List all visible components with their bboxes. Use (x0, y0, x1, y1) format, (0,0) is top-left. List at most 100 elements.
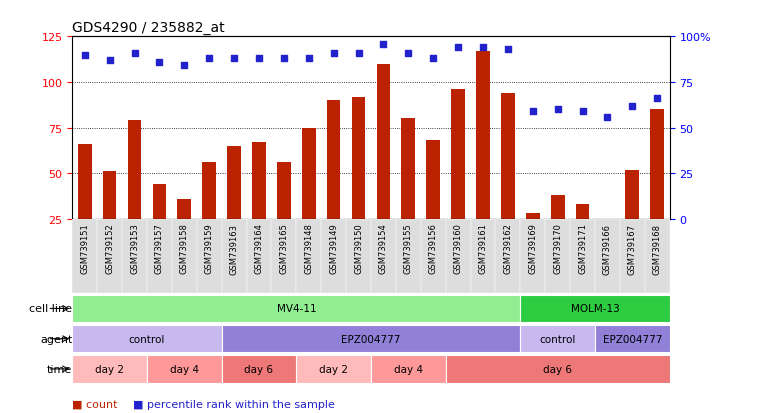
Point (601, 114, 613, 121)
Text: GSM739154: GSM739154 (379, 223, 388, 274)
Text: time: time (47, 364, 72, 374)
Point (377, 41, 390, 48)
Bar (272, 219, 296, 294)
Bar (521, 219, 545, 294)
Bar (576, 205, 590, 219)
Text: GSM739161: GSM739161 (479, 223, 488, 274)
Bar (177, 199, 191, 219)
Bar (371, 356, 446, 382)
Bar (371, 219, 396, 294)
Bar (346, 219, 371, 294)
Bar (321, 219, 346, 294)
Text: GSM739152: GSM739152 (105, 223, 114, 274)
Text: day 6: day 6 (244, 364, 273, 374)
Bar (476, 52, 490, 219)
Bar (521, 325, 595, 352)
Bar (247, 219, 272, 294)
Bar (446, 219, 470, 294)
Text: cell line: cell line (29, 304, 72, 314)
Text: GSM739153: GSM739153 (130, 223, 139, 274)
Bar (128, 121, 142, 219)
Point (278, 56, 290, 62)
Text: GSM739148: GSM739148 (304, 223, 314, 274)
Bar (221, 219, 247, 294)
Text: GSM739167: GSM739167 (628, 223, 637, 274)
Text: GDS4290 / 235882_at: GDS4290 / 235882_at (72, 21, 225, 35)
Bar (197, 219, 221, 294)
Bar (600, 219, 614, 225)
Text: EPZ004777: EPZ004777 (603, 334, 662, 344)
Text: GSM739158: GSM739158 (180, 223, 189, 274)
Text: day 6: day 6 (543, 364, 572, 374)
Point (651, 96, 664, 102)
Point (626, 103, 638, 110)
Bar (252, 143, 266, 219)
Bar (545, 219, 570, 294)
Text: GSM739159: GSM739159 (205, 223, 214, 274)
Bar (72, 219, 97, 294)
Text: EPZ004777: EPZ004777 (341, 334, 401, 344)
Text: GSM739162: GSM739162 (503, 223, 512, 274)
Point (178, 63, 190, 70)
Text: day 4: day 4 (394, 364, 423, 374)
Bar (302, 128, 316, 219)
Point (129, 50, 141, 57)
Point (552, 107, 564, 113)
Text: MOLM-13: MOLM-13 (571, 304, 619, 314)
Bar (595, 219, 620, 294)
Bar (426, 141, 440, 219)
Bar (551, 196, 565, 219)
Point (501, 47, 514, 53)
Bar (147, 356, 221, 382)
Point (403, 50, 415, 57)
Text: GSM739165: GSM739165 (279, 223, 288, 274)
Text: control: control (540, 334, 576, 344)
Text: GSM739170: GSM739170 (553, 223, 562, 274)
Bar (446, 356, 670, 382)
Point (327, 50, 339, 57)
Bar (296, 356, 371, 382)
Bar (595, 325, 670, 352)
Text: GSM739149: GSM739149 (330, 223, 338, 274)
Point (352, 50, 365, 57)
Point (78, 52, 91, 59)
Bar (421, 219, 446, 294)
Text: control: control (129, 334, 165, 344)
Bar (228, 147, 241, 219)
Text: GSM739151: GSM739151 (80, 223, 89, 274)
Point (452, 45, 464, 51)
Point (253, 56, 265, 62)
Text: GSM739166: GSM739166 (603, 223, 612, 274)
Point (203, 56, 215, 62)
Bar (620, 219, 645, 294)
Bar (72, 356, 147, 382)
Point (103, 57, 116, 64)
Point (477, 45, 489, 51)
Bar (147, 219, 172, 294)
Text: GSM739150: GSM739150 (354, 223, 363, 274)
Text: GSM739160: GSM739160 (454, 223, 463, 274)
Text: GSM739163: GSM739163 (230, 223, 239, 274)
Bar (402, 119, 416, 219)
Bar (152, 185, 166, 219)
Bar (495, 219, 521, 294)
Bar (451, 90, 465, 219)
Bar (296, 219, 321, 294)
Text: GSM739164: GSM739164 (254, 223, 263, 274)
Bar (651, 110, 664, 219)
Text: day 4: day 4 (170, 364, 199, 374)
Text: GSM739155: GSM739155 (404, 223, 412, 274)
Bar (626, 170, 639, 219)
Point (427, 56, 439, 62)
Bar (526, 214, 540, 219)
Text: GSM739168: GSM739168 (653, 223, 662, 274)
Bar (645, 219, 670, 294)
Bar (521, 295, 670, 322)
Bar (501, 94, 514, 219)
Bar (122, 219, 147, 294)
Text: ■ count: ■ count (72, 399, 118, 409)
Text: agent: agent (40, 334, 72, 344)
Text: GSM739157: GSM739157 (155, 223, 164, 274)
Bar (221, 325, 521, 352)
Text: GSM739171: GSM739171 (578, 223, 587, 274)
